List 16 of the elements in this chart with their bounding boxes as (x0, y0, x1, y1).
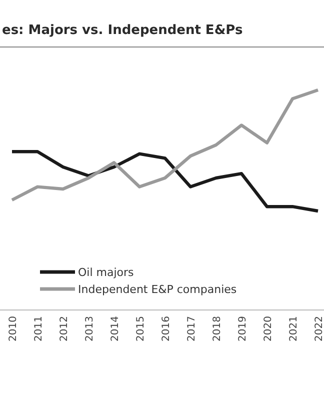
x-tick-label: 2013 (84, 316, 96, 342)
x-tick-label: 2014 (110, 316, 121, 342)
x-tick-label: 2018 (212, 316, 223, 342)
x-tick-label: 2020 (263, 316, 274, 342)
x-tick-label: 2011 (34, 316, 44, 342)
x-tick-label: 2010 (8, 316, 19, 342)
chart-title: es: Majors vs. Independent E&Ps (2, 23, 243, 38)
x-tick-label: 2019 (238, 316, 248, 342)
x-tick-label: 2022 (314, 316, 324, 342)
legend-label: Oil majors (78, 266, 134, 279)
x-tick-label: 2012 (59, 316, 70, 342)
legend-label: Independent E&P companies (78, 283, 237, 296)
x-tick-label: 2015 (136, 316, 146, 342)
x-tick-label: 2017 (186, 316, 198, 342)
x-tick-label: 2016 (161, 316, 172, 342)
x-tick-label: 2021 (288, 316, 300, 342)
